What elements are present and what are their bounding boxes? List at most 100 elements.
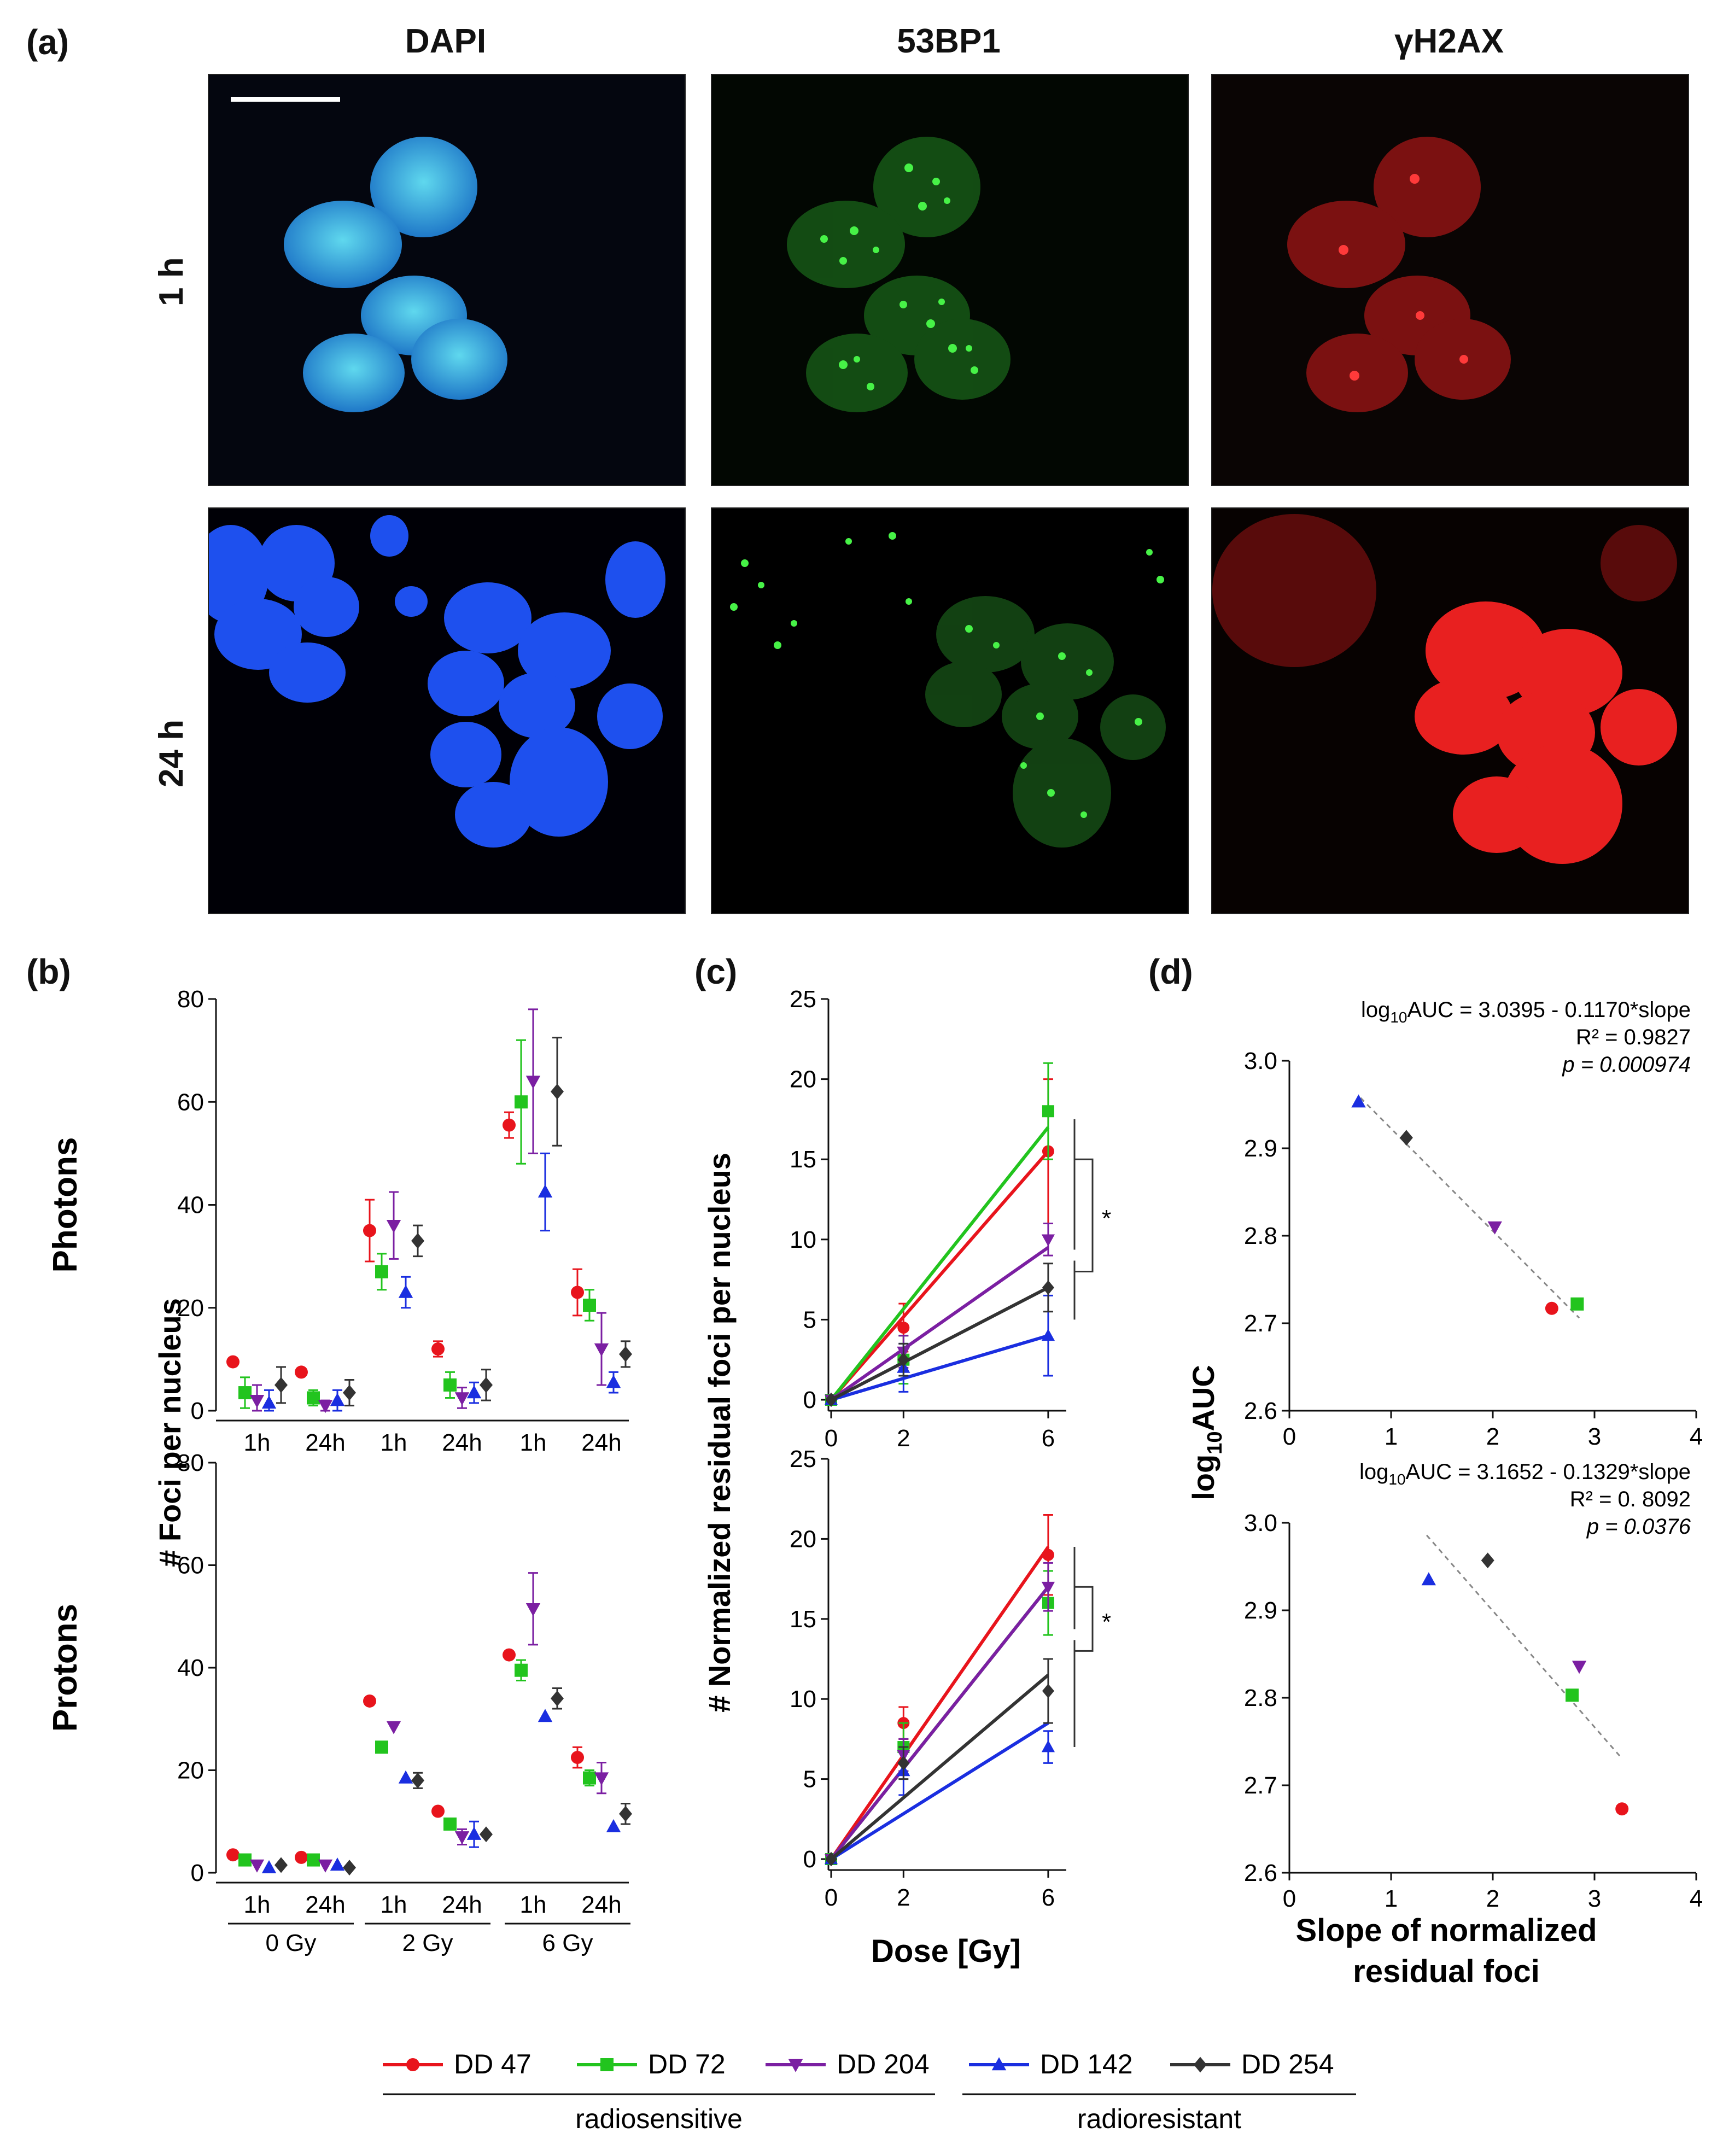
y-axis-label: # Foci per nucleus (153, 1298, 187, 1567)
data-point (330, 1857, 345, 1871)
micrograph-53bp1-24h (711, 507, 1189, 914)
data-point (897, 1322, 910, 1334)
data-point (480, 1377, 493, 1393)
data-point (571, 1751, 584, 1764)
row-title-1h: 1 h (153, 257, 190, 306)
data-point (583, 1771, 596, 1785)
y-tick-label: 20 (790, 1526, 816, 1552)
y-tick-label: 2.7 (1244, 1310, 1277, 1337)
dose-label: 6 Gy (542, 1930, 593, 1956)
fit-line (830, 1126, 1050, 1401)
data-point (1615, 1802, 1629, 1816)
x-tick-label: 24h (581, 1891, 621, 1918)
row-title-24h: 24 h (153, 719, 190, 787)
data-point (1545, 1301, 1558, 1315)
y-tick-label: 0 (803, 1846, 816, 1873)
x-axis-label: Dose [Gy] (871, 1933, 1021, 1969)
data-point (606, 1819, 621, 1832)
data-point (238, 1853, 252, 1867)
data-point (295, 1365, 308, 1379)
data-point (1566, 1688, 1579, 1702)
data-point (1042, 1280, 1054, 1295)
y-tick-label: 5 (803, 1766, 816, 1793)
y-tick-label: 2.7 (1244, 1772, 1277, 1799)
y-tick-label: 5 (803, 1306, 816, 1333)
x-tick-label: 1h (244, 1429, 271, 1456)
legend-marker (1194, 2056, 1207, 2073)
data-point (538, 1709, 553, 1722)
y-tick-label: 40 (177, 1655, 204, 1681)
y-tick-label: 3.0 (1244, 1048, 1277, 1074)
legend-marker (788, 2059, 803, 2072)
panel-label-c: (c) (694, 952, 738, 991)
data-point (1570, 1297, 1584, 1311)
data-point (454, 1392, 470, 1406)
y-tick-label: 20 (177, 1757, 204, 1784)
data-point (454, 1831, 470, 1845)
data-point (538, 1184, 553, 1198)
data-point (525, 1076, 541, 1089)
legend-item: DD 72 (577, 2049, 726, 2079)
y-tick-label: 25 (790, 1446, 816, 1473)
data-point (1041, 1234, 1055, 1247)
data-point (503, 1648, 516, 1662)
fit-line (830, 1286, 1049, 1401)
x-tick-label: 2 (1486, 1885, 1499, 1912)
data-point (1042, 1105, 1054, 1118)
row-label: Photons (46, 1137, 84, 1273)
data-point (571, 1286, 584, 1299)
data-point (619, 1346, 632, 1362)
x-tick-label: 1h (520, 1429, 547, 1456)
p-value: p = 0.000974 (1562, 1053, 1691, 1077)
x-tick-label: 4 (1690, 1423, 1703, 1450)
data-point (249, 1859, 265, 1873)
y-tick-label: 3.0 (1244, 1510, 1277, 1536)
data-point (363, 1224, 376, 1237)
fit-line (830, 1546, 1050, 1860)
y-tick-label: 2.9 (1244, 1135, 1277, 1162)
data-point (411, 1772, 424, 1789)
data-point (363, 1694, 376, 1708)
data-point (375, 1265, 388, 1278)
y-tick-label: 60 (177, 1089, 204, 1115)
fit-line (830, 1721, 1049, 1861)
data-point (443, 1817, 457, 1831)
y-tick-label: 10 (790, 1686, 816, 1713)
data-point (261, 1395, 277, 1409)
data-point (226, 1848, 240, 1862)
dose-label: 0 Gy (266, 1930, 317, 1956)
data-point (375, 1740, 388, 1754)
x-tick-label: 3 (1588, 1423, 1601, 1450)
y-tick-label: 15 (790, 1146, 816, 1173)
y-axis-label: # Normalized residual foci per nucleus (702, 1153, 737, 1713)
data-point (515, 1095, 528, 1109)
data-point (386, 1721, 401, 1734)
x-tick-label: 0 (825, 1884, 838, 1911)
panel-label-a: (a) (26, 22, 69, 62)
y-tick-label: 0 (803, 1387, 816, 1413)
fit-line (830, 1150, 1050, 1401)
x-tick-label: 1 (1385, 1423, 1398, 1450)
data-point (318, 1400, 333, 1413)
legend-item: DD 254 (1170, 2049, 1334, 2079)
y-tick-label: 60 (177, 1552, 204, 1579)
regression-line (1426, 1534, 1621, 1757)
data-point (480, 1826, 493, 1843)
y-axis-label: log10AUC (1186, 1365, 1226, 1500)
data-point (594, 1343, 609, 1357)
x-tick-label: 24h (581, 1429, 621, 1456)
legend-label: DD 254 (1241, 2049, 1334, 2079)
data-point (398, 1284, 413, 1298)
row-label: Protons (46, 1604, 84, 1732)
data-point (431, 1804, 445, 1818)
data-point (398, 1770, 413, 1784)
data-point (343, 1384, 356, 1401)
y-tick-label: 80 (177, 1450, 204, 1476)
regression-equation: log10AUC = 3.1652 - 0.1329*slope (1359, 1460, 1691, 1488)
x-tick-label: 6 (1042, 1884, 1055, 1911)
x-tick-label: 0 (825, 1425, 838, 1452)
x-tick-label: 2 (897, 1425, 910, 1452)
fit-line (831, 1334, 1049, 1401)
data-point (551, 1084, 564, 1100)
legend-label: DD 142 (1040, 2049, 1133, 2079)
